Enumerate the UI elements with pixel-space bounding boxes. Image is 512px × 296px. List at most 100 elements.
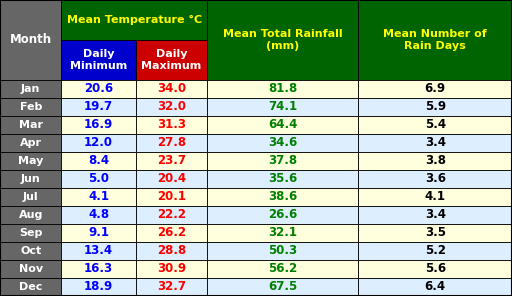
Text: 30.9: 30.9 <box>157 263 186 276</box>
Bar <box>207 170 358 188</box>
Bar <box>136 170 207 188</box>
Text: 6.9: 6.9 <box>424 82 446 95</box>
Text: Sep: Sep <box>19 228 42 238</box>
Text: 20.6: 20.6 <box>84 82 113 95</box>
Text: Jul: Jul <box>23 192 38 202</box>
Bar <box>207 134 358 152</box>
Text: 64.4: 64.4 <box>268 118 297 131</box>
Bar <box>358 170 512 188</box>
Bar <box>358 224 512 242</box>
Text: 16.3: 16.3 <box>84 263 113 276</box>
Text: 26.2: 26.2 <box>157 226 186 239</box>
Text: 3.6: 3.6 <box>424 173 446 186</box>
Text: Aug: Aug <box>18 210 43 220</box>
Bar <box>61 278 136 296</box>
Bar <box>136 206 207 224</box>
Text: Mar: Mar <box>19 120 42 130</box>
Bar <box>358 98 512 116</box>
Bar <box>0 242 61 260</box>
Text: 37.8: 37.8 <box>268 155 297 168</box>
Bar <box>358 206 512 224</box>
Text: 32.7: 32.7 <box>157 281 186 294</box>
Bar <box>136 40 207 80</box>
Text: 4.8: 4.8 <box>88 208 109 221</box>
Text: 3.4: 3.4 <box>424 136 446 149</box>
Text: Jan: Jan <box>21 84 40 94</box>
Bar <box>136 188 207 206</box>
Text: 34.6: 34.6 <box>268 136 297 149</box>
Text: 4.1: 4.1 <box>88 190 109 203</box>
Bar <box>358 242 512 260</box>
Text: 3.8: 3.8 <box>424 155 446 168</box>
Text: Jun: Jun <box>21 174 40 184</box>
Bar <box>207 98 358 116</box>
Bar <box>136 116 207 134</box>
Bar <box>207 242 358 260</box>
Bar <box>61 224 136 242</box>
Bar <box>0 206 61 224</box>
Bar <box>358 134 512 152</box>
Bar <box>358 188 512 206</box>
Bar <box>0 278 61 296</box>
Text: May: May <box>18 156 44 166</box>
Text: 20.4: 20.4 <box>157 173 186 186</box>
Bar <box>136 242 207 260</box>
Text: 9.1: 9.1 <box>88 226 109 239</box>
Bar <box>61 0 207 40</box>
Bar <box>61 260 136 278</box>
Bar <box>0 188 61 206</box>
Bar <box>136 224 207 242</box>
Bar <box>0 98 61 116</box>
Text: 3.5: 3.5 <box>424 226 446 239</box>
Text: 5.4: 5.4 <box>424 118 446 131</box>
Bar <box>61 152 136 170</box>
Text: 18.9: 18.9 <box>84 281 113 294</box>
Bar <box>61 170 136 188</box>
Text: Daily
Minimum: Daily Minimum <box>70 49 127 71</box>
Bar <box>136 260 207 278</box>
Bar <box>0 224 61 242</box>
Text: Dec: Dec <box>19 282 42 292</box>
Bar <box>61 116 136 134</box>
Text: Daily
Maximum: Daily Maximum <box>141 49 202 71</box>
Bar <box>0 80 61 98</box>
Bar <box>0 134 61 152</box>
Text: 4.1: 4.1 <box>424 190 446 203</box>
Text: 27.8: 27.8 <box>157 136 186 149</box>
Text: 56.2: 56.2 <box>268 263 297 276</box>
Bar <box>61 242 136 260</box>
Text: 8.4: 8.4 <box>88 155 109 168</box>
Bar <box>0 116 61 134</box>
Bar <box>61 134 136 152</box>
Bar <box>207 80 358 98</box>
Bar <box>207 278 358 296</box>
Text: 6.4: 6.4 <box>424 281 446 294</box>
Text: 67.5: 67.5 <box>268 281 297 294</box>
Text: 13.4: 13.4 <box>84 244 113 258</box>
Text: 5.9: 5.9 <box>424 100 446 113</box>
Bar <box>358 152 512 170</box>
Text: Oct: Oct <box>20 246 41 256</box>
Bar <box>136 152 207 170</box>
Text: 22.2: 22.2 <box>157 208 186 221</box>
Bar <box>136 278 207 296</box>
Bar <box>358 260 512 278</box>
Bar <box>61 206 136 224</box>
Text: 16.9: 16.9 <box>84 118 113 131</box>
Text: 5.6: 5.6 <box>424 263 446 276</box>
Bar <box>61 98 136 116</box>
Bar <box>358 278 512 296</box>
Text: 28.8: 28.8 <box>157 244 186 258</box>
Text: Nov: Nov <box>18 264 43 274</box>
Bar <box>136 80 207 98</box>
Text: 35.6: 35.6 <box>268 173 297 186</box>
Text: 81.8: 81.8 <box>268 82 297 95</box>
Text: 26.6: 26.6 <box>268 208 297 221</box>
Text: Month: Month <box>10 33 52 46</box>
Bar <box>358 0 512 80</box>
Text: 20.1: 20.1 <box>157 190 186 203</box>
Bar <box>207 260 358 278</box>
Text: 23.7: 23.7 <box>157 155 186 168</box>
Bar <box>0 0 61 80</box>
Text: 32.0: 32.0 <box>157 100 186 113</box>
